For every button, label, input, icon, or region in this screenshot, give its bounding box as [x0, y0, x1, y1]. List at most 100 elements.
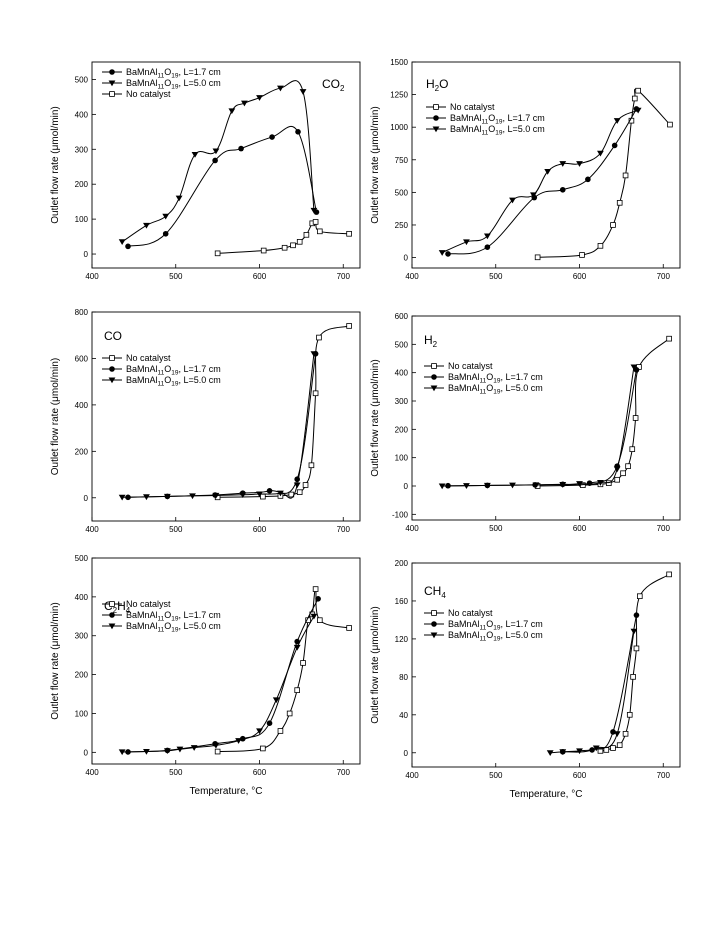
- data-point-square: [303, 232, 310, 238]
- y-axis-label: Outlet flow rate (μmol/min): [50, 106, 61, 223]
- series-line: [442, 366, 635, 487]
- data-point-triangle: [299, 89, 307, 95]
- legend-entry: No catalyst: [448, 608, 493, 618]
- data-point-circle: [633, 367, 640, 373]
- legend-marker-square: [431, 610, 437, 616]
- series-triangle: [438, 364, 638, 490]
- legend-marker-circle: [109, 366, 115, 372]
- chart-panel-4: 400 500 600 700 -100 0 100 200 300 400 500 600 Outle…: [370, 312, 681, 533]
- y-tick-label: 200: [75, 447, 89, 456]
- data-point-circle: [633, 612, 640, 618]
- plot-frame: [91, 311, 361, 522]
- data-point-triangle: [235, 738, 242, 744]
- series-square: [597, 571, 672, 754]
- x-tick-label: 500: [489, 272, 503, 281]
- x-tick-label: 400: [85, 525, 99, 534]
- data-point-square: [281, 244, 288, 251]
- x-tick-label: 600: [253, 525, 267, 534]
- data-point-square: [302, 482, 309, 488]
- legend-marker-triangle: [108, 80, 116, 87]
- data-point-triangle: [576, 161, 583, 167]
- y-axis-label: Outlet flow rate (μmol/min): [370, 359, 381, 476]
- series-line: [217, 588, 350, 753]
- x-tick-label: 600: [573, 524, 587, 533]
- legend-entry: No catalyst: [450, 102, 495, 112]
- data-point-circle: [610, 729, 616, 735]
- data-point-triangle: [143, 749, 150, 755]
- y-axis-label: Outlet flow rate (μmol/min): [50, 358, 61, 475]
- y-tick-label: 0: [404, 749, 409, 758]
- data-point-square: [629, 446, 636, 452]
- data-point-square: [622, 730, 629, 737]
- y-tick-label: 400: [75, 593, 89, 602]
- data-point-triangle: [241, 100, 248, 107]
- data-point-square: [214, 250, 221, 257]
- legend-entry: BaMnAl11O19, L=1.7 cm: [448, 619, 543, 632]
- data-point-square: [635, 87, 641, 94]
- data-point-triangle: [212, 742, 220, 749]
- data-point-square: [312, 390, 319, 397]
- legend-entry: BaMnAl11O19, L=1.7 cm: [450, 113, 545, 126]
- data-point-square: [534, 254, 541, 261]
- series-line: [122, 353, 315, 499]
- legend-marker-square: [109, 91, 115, 97]
- legend-entry: No catalyst: [126, 599, 171, 609]
- legend-marker-circle: [109, 612, 115, 618]
- x-tick-label: 500: [489, 771, 503, 780]
- y-tick-label: 0: [84, 494, 89, 503]
- legend-entry: BaMnAl11O19, L=5.0 cm: [448, 383, 543, 396]
- series-triangle: [118, 351, 318, 501]
- y-tick-label: 0: [84, 250, 89, 259]
- legend-marker-circle: [433, 115, 439, 121]
- data-point-square: [631, 95, 638, 102]
- y-tick-label: 250: [395, 221, 409, 230]
- legend-entry: BaMnAl11O19, L=1.7 cm: [126, 610, 221, 623]
- data-point-square: [630, 674, 636, 680]
- y-axis-label: Outlet flow rate (μmol/min): [370, 106, 381, 223]
- y-tick-label: 400: [395, 369, 409, 378]
- series-triangle: [118, 613, 318, 756]
- chart-panel-6: 400 500 600 700 0 40 80 120 160 200 Outlet flow ra…: [370, 559, 681, 800]
- y-tick-label: 400: [75, 401, 89, 410]
- x-tick-label: 500: [169, 768, 183, 777]
- y-tick-label: 160: [395, 597, 409, 606]
- y-tick-label: 800: [75, 308, 89, 317]
- data-point-triangle: [509, 197, 516, 204]
- data-point-circle: [484, 244, 491, 250]
- data-point-triangle: [118, 239, 126, 246]
- data-point-circle: [212, 157, 218, 164]
- y-tick-label: 300: [395, 397, 409, 406]
- x-tick-label: 700: [657, 771, 671, 780]
- x-axis-label: Temperature, °C: [510, 789, 583, 800]
- series-line: [217, 220, 350, 254]
- x-tick-label: 700: [657, 524, 671, 533]
- data-point-triangle: [190, 745, 198, 751]
- x-tick-label: 400: [405, 771, 419, 780]
- legend-entry: No catalyst: [126, 89, 171, 99]
- data-point-triangle: [163, 748, 171, 755]
- chart-panel-5: 400 500 600 700 0 100 200 300 400 500 Outlet flow …: [50, 554, 361, 797]
- data-point-triangle: [163, 493, 171, 500]
- data-point-circle: [162, 230, 169, 237]
- legend-entry: BaMnAl11O19, L=1.7 cm: [126, 67, 221, 80]
- data-point-square: [579, 252, 585, 258]
- data-point-triangle: [143, 222, 150, 229]
- y-tick-label: 100: [75, 709, 89, 718]
- series-line: [550, 631, 635, 754]
- legend-entry: BaMnAl11O19, L=5.0 cm: [126, 621, 221, 634]
- data-point-circle: [266, 720, 273, 726]
- x-tick-label: 400: [85, 272, 99, 281]
- x-tick-label: 600: [573, 771, 587, 780]
- data-point-triangle: [212, 148, 220, 155]
- data-point-triangle: [212, 492, 220, 499]
- data-point-circle: [294, 638, 300, 645]
- data-point-circle: [269, 134, 275, 140]
- chart-title: CO: [104, 329, 122, 343]
- data-point-circle: [445, 251, 451, 257]
- series-line: [537, 88, 671, 258]
- y-tick-label: 400: [75, 110, 89, 119]
- series-square: [214, 219, 352, 257]
- data-point-square: [277, 728, 284, 734]
